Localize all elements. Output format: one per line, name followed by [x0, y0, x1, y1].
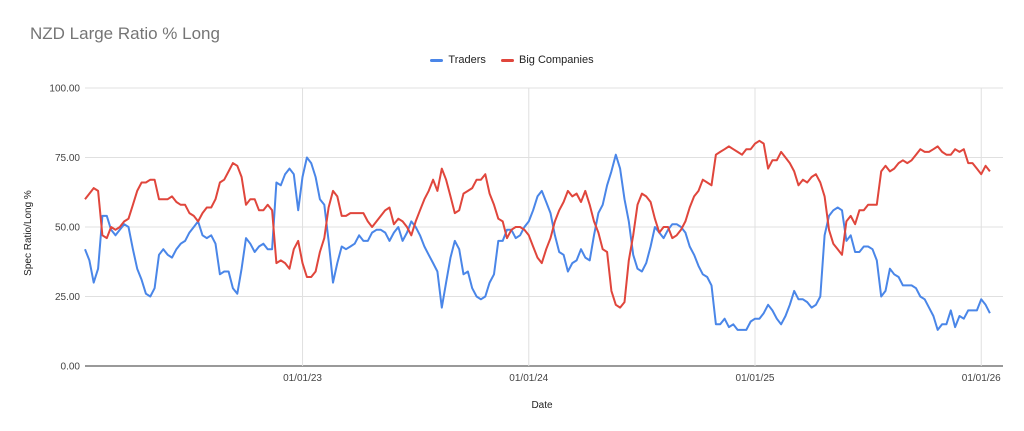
- legend-item-traders[interactable]: Traders: [430, 54, 486, 66]
- y-tick-label: 0.00: [61, 362, 81, 373]
- x-tick-label: 01/01/26: [962, 373, 1001, 384]
- y-tick-label: 50.00: [55, 223, 80, 234]
- gridlines: [85, 87, 1003, 367]
- y-tick-label: 25.00: [55, 292, 80, 303]
- x-tick-label: 01/01/25: [736, 373, 775, 384]
- chart-title: NZD Large Ratio % Long: [30, 24, 220, 43]
- series-line-big-companies: [84, 139, 991, 309]
- x-tick-label: 01/01/24: [509, 373, 548, 384]
- legend-swatch-traders: [430, 58, 444, 62]
- y-tick-label: 100.00: [49, 84, 80, 95]
- x-axis-ticks: 01/01/23 01/01/24 01/01/25 01/01/26: [283, 373, 1001, 384]
- legend-label-big-companies: Big Companies: [518, 54, 594, 66]
- x-tick-label: 01/01/23: [283, 373, 322, 384]
- legend-item-big-companies[interactable]: Big Companies: [500, 54, 594, 66]
- y-axis-ticks: 0.00 25.00 50.00 75.00 100.00: [49, 84, 80, 373]
- y-axis-label: Spec Ratio/Long %: [23, 190, 34, 276]
- x-axis-label: Date: [531, 400, 553, 411]
- series-line-traders: [84, 153, 991, 331]
- legend: Traders Big Companies: [0, 54, 1024, 66]
- legend-label-traders: Traders: [448, 54, 486, 66]
- series-layer: [84, 139, 991, 331]
- y-tick-label: 75.00: [55, 153, 80, 164]
- legend-swatch-big-companies: [500, 58, 514, 62]
